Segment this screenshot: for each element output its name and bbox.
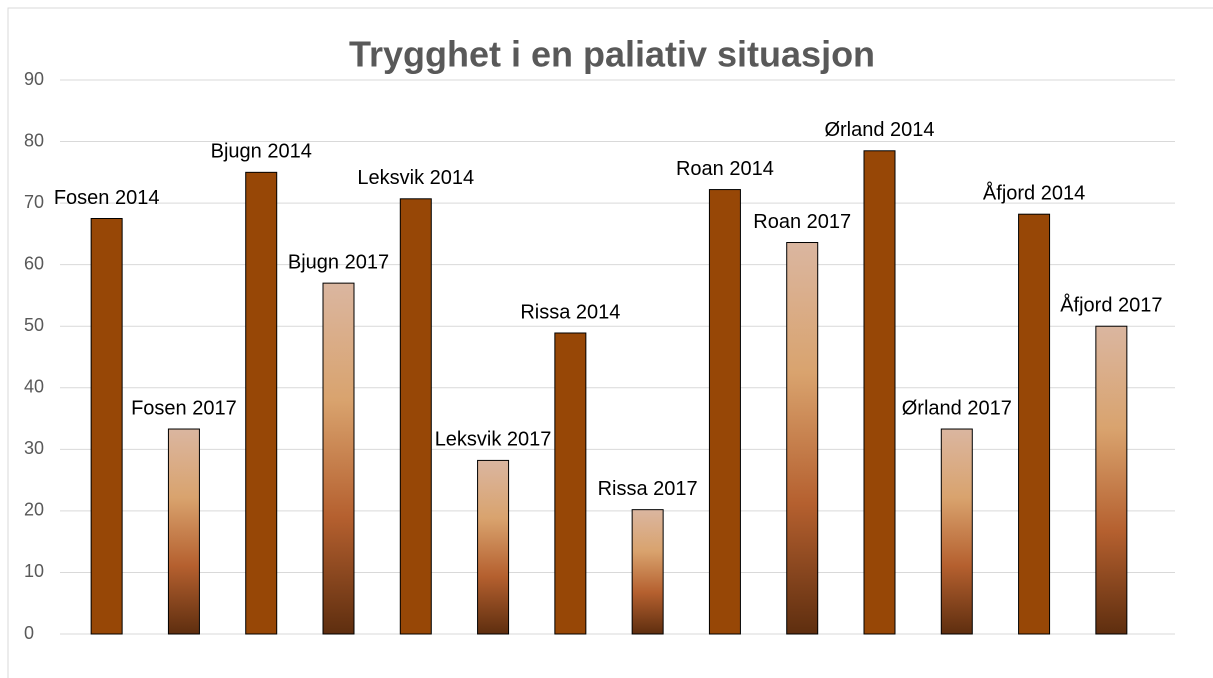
- y-tick-label: 90: [24, 69, 44, 89]
- bar: [786, 242, 819, 635]
- y-tick-label: 70: [24, 192, 44, 212]
- y-tick-label: 0: [24, 623, 34, 643]
- bar: [245, 171, 278, 635]
- data-label: Fosen 2017: [131, 397, 237, 419]
- y-tick-label: 10: [24, 561, 44, 581]
- data-label: Roan 2017: [753, 211, 851, 233]
- data-label: Åfjord 2017: [1060, 294, 1162, 317]
- y-tick-label: 50: [24, 315, 44, 335]
- bar: [399, 198, 432, 635]
- data-label: Fosen 2014: [54, 187, 160, 209]
- bar: [322, 282, 355, 635]
- data-label: Ørland 2014: [824, 119, 934, 141]
- y-tick-label: 40: [24, 377, 44, 397]
- bar: [554, 332, 587, 635]
- chart-title: Trygghet i en paliativ situasjon: [349, 34, 875, 75]
- data-label: Roan 2014: [676, 158, 774, 180]
- data-label: Leksvik 2017: [435, 429, 552, 451]
- y-tick-label: 80: [24, 130, 44, 150]
- data-label: Bjugn 2017: [288, 251, 389, 273]
- data-label: Åfjord 2014: [983, 181, 1085, 204]
- bar: [477, 459, 510, 635]
- bar: [863, 150, 896, 635]
- data-label: Leksvik 2014: [357, 167, 474, 189]
- bar: [940, 428, 973, 635]
- data-label: Ørland 2017: [902, 397, 1012, 419]
- y-tick-label: 30: [24, 438, 44, 458]
- bar: [167, 428, 200, 635]
- bar: [1095, 325, 1128, 635]
- bar: [90, 218, 123, 635]
- y-tick-label: 60: [24, 253, 44, 273]
- bar: [708, 189, 741, 635]
- chart-frame: [7, 7, 1213, 678]
- y-tick-label: 20: [24, 500, 44, 520]
- bar: [1018, 213, 1051, 635]
- data-label: Rissa 2014: [520, 301, 620, 323]
- data-label: Bjugn 2014: [211, 141, 312, 163]
- data-label: Rissa 2017: [598, 478, 698, 500]
- bar: [631, 509, 664, 635]
